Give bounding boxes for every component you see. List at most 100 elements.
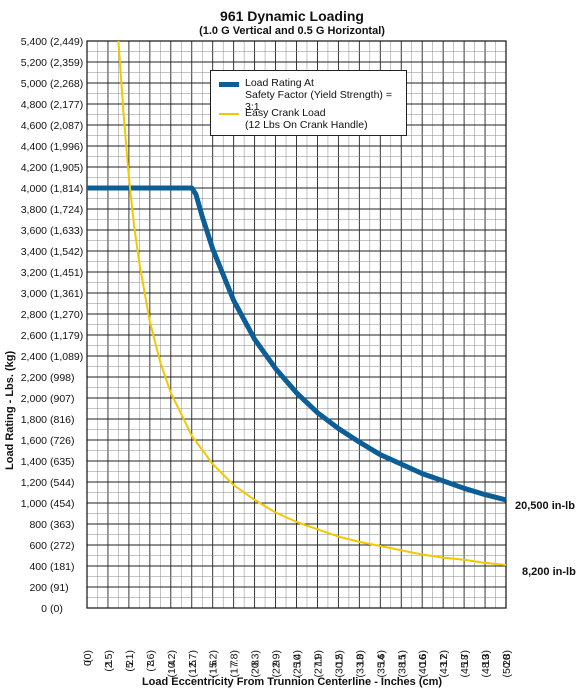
x-tick-label: 2: [124, 660, 136, 666]
y-tick-label: 4,800: [21, 99, 47, 111]
x-tick-label-cm: (45.7): [459, 650, 471, 677]
x-tick-label-cm: (48.3): [480, 650, 492, 677]
y-tick-label-kg: (2,449): [50, 36, 83, 48]
chart-subtitle: (1.0 G Vertical and 0.5 G Horizontal): [199, 25, 385, 37]
legend-swatch-crank: [219, 113, 239, 115]
y-axis-label: Load Rating - Lbs. (kg): [4, 350, 16, 470]
legend-text-crank-2: (12 Lbs On Crank Handle): [245, 119, 368, 131]
legend-item-crank: Easy Crank Load (12 Lbs On Crank Handle): [219, 107, 400, 131]
y-tick-label: 3,200: [21, 267, 47, 279]
y-tick-label-kg: (1,542): [50, 246, 83, 258]
y-tick-label-kg: (1,270): [50, 309, 83, 321]
y-tick-label: 4,000: [21, 183, 47, 195]
y-tick-label-kg: (454): [50, 498, 75, 510]
y-tick-label: 1,200: [21, 477, 47, 489]
y-tick-label-kg: (1,633): [50, 225, 83, 237]
y-tick-label: 3,000: [21, 288, 47, 300]
x-tick-label: 1: [103, 660, 115, 666]
x-tick-label-cm: (43.2): [438, 650, 450, 677]
x-tick-label: 16: [417, 654, 429, 666]
y-tick-label: 1,600: [21, 435, 47, 447]
y-tick-label: 600: [29, 540, 47, 552]
x-tick-label: 18: [459, 654, 471, 666]
x-tick-label: 3: [145, 660, 157, 666]
y-tick-label-kg: (998): [50, 372, 75, 384]
y-tick-label-kg: (1,179): [50, 330, 83, 342]
end-label-crank: 8,200 in-lb: [522, 566, 576, 578]
chart-title: 961 Dynamic Loading: [220, 8, 364, 24]
y-tick-label: 3,600: [21, 225, 47, 237]
y-tick-label-kg: (1,361): [50, 288, 83, 300]
legend-text-load-rating-1: Load Rating At: [245, 77, 314, 89]
y-tick-label: 2,000: [21, 393, 47, 405]
y-tick-label: 800: [29, 519, 47, 531]
x-tick-label: 5: [187, 660, 199, 666]
y-tick-label: 4,400: [21, 141, 47, 153]
y-tick-label: 5,200: [21, 57, 47, 69]
y-tick-label-kg: (0): [50, 603, 63, 615]
x-tick-label: 15: [396, 654, 408, 666]
y-tick-label: 400: [29, 561, 47, 573]
series-line-0: [87, 185, 507, 503]
legend-text-load-rating-2: Safety Factor (Yield Strength) = 3:1: [245, 89, 392, 113]
y-tick-label-kg: (363): [50, 519, 75, 531]
x-tick-label-cm: (22.9): [271, 650, 283, 677]
y-tick-label: 200: [29, 582, 47, 594]
y-tick-label-kg: (1,724): [50, 204, 83, 216]
y-tick-label: 1,000: [21, 498, 47, 510]
y-tick-label-kg: (2,177): [50, 99, 83, 111]
x-tick-label-cm: (33.0): [354, 650, 366, 677]
x-tick-label-cm: (2.5): [103, 650, 115, 672]
legend-item-load-rating: Load Rating At Safety Factor (Yield Stre…: [219, 77, 400, 113]
x-tick-label: 6: [208, 660, 220, 666]
y-tick-label: 3,400: [21, 246, 47, 258]
x-tick-label-cm: (38.1): [396, 650, 408, 677]
x-tick-label-cm: (7.6): [145, 650, 157, 672]
y-tick-label-kg: (726): [50, 435, 75, 447]
y-tick-label-kg: (2,087): [50, 120, 83, 132]
x-tick-label-cm: (20.3): [250, 650, 262, 677]
x-tick-label: 7: [229, 660, 241, 666]
y-tick-label: 5,400: [21, 36, 47, 48]
y-tick-label-kg: (91): [50, 582, 69, 594]
x-tick-label: 17: [438, 654, 450, 666]
y-tick-label: 2,800: [21, 309, 47, 321]
series-line-1: [117, 40, 507, 566]
x-tick-label: 20: [501, 654, 513, 666]
y-tick-label-kg: (1,996): [50, 141, 83, 153]
legend-text-crank-1: Easy Crank Load: [245, 107, 326, 119]
x-axis-label: Load Eccentricity From Trunnion Centerli…: [141, 676, 443, 688]
y-tick-label-kg: (635): [50, 456, 75, 468]
y-tick-label: 2,200: [21, 372, 47, 384]
x-tick-label: 13: [354, 654, 366, 666]
x-tick-label-cm: (15.2): [208, 650, 220, 677]
y-tick-label: 4,200: [21, 162, 47, 174]
x-tick-label-cm: (30.5): [333, 650, 345, 677]
x-tick-label-cm: (27.9): [312, 650, 324, 677]
x-tick-label: 9: [271, 660, 283, 666]
x-tick-label: 10: [292, 654, 304, 666]
x-tick-label-cm: (25.4): [292, 650, 304, 677]
end-label-load-rating: 20,500 in-lb: [515, 500, 575, 512]
y-tick-label: 0: [41, 603, 47, 615]
x-tick-label: 8: [250, 660, 262, 666]
y-tick-label-kg: (544): [50, 477, 75, 489]
y-tick-label: 1,400: [21, 456, 47, 468]
x-tick-label-cm: (12.7): [187, 650, 199, 677]
x-tick-label-cm: (0): [82, 650, 94, 663]
x-tick-label-cm: (17.8): [229, 650, 241, 677]
x-tick-label: 11: [312, 655, 324, 666]
y-tick-label: 4,600: [21, 120, 47, 132]
y-tick-label: 5,000: [21, 78, 47, 90]
x-tick-label: 19: [480, 654, 492, 666]
y-tick-label-kg: (181): [50, 561, 75, 573]
y-tick-label-kg: (272): [50, 540, 75, 552]
y-tick-label-kg: (2,359): [50, 57, 83, 69]
y-tick-label: 1,800: [21, 414, 47, 426]
y-tick-label: 3,800: [21, 204, 47, 216]
y-tick-label-kg: (2,268): [50, 78, 83, 90]
x-tick-label-cm: (50.8): [501, 650, 513, 677]
x-tick-label-cm: (10.2): [166, 650, 178, 677]
y-tick-label-kg: (1,814): [50, 183, 83, 195]
